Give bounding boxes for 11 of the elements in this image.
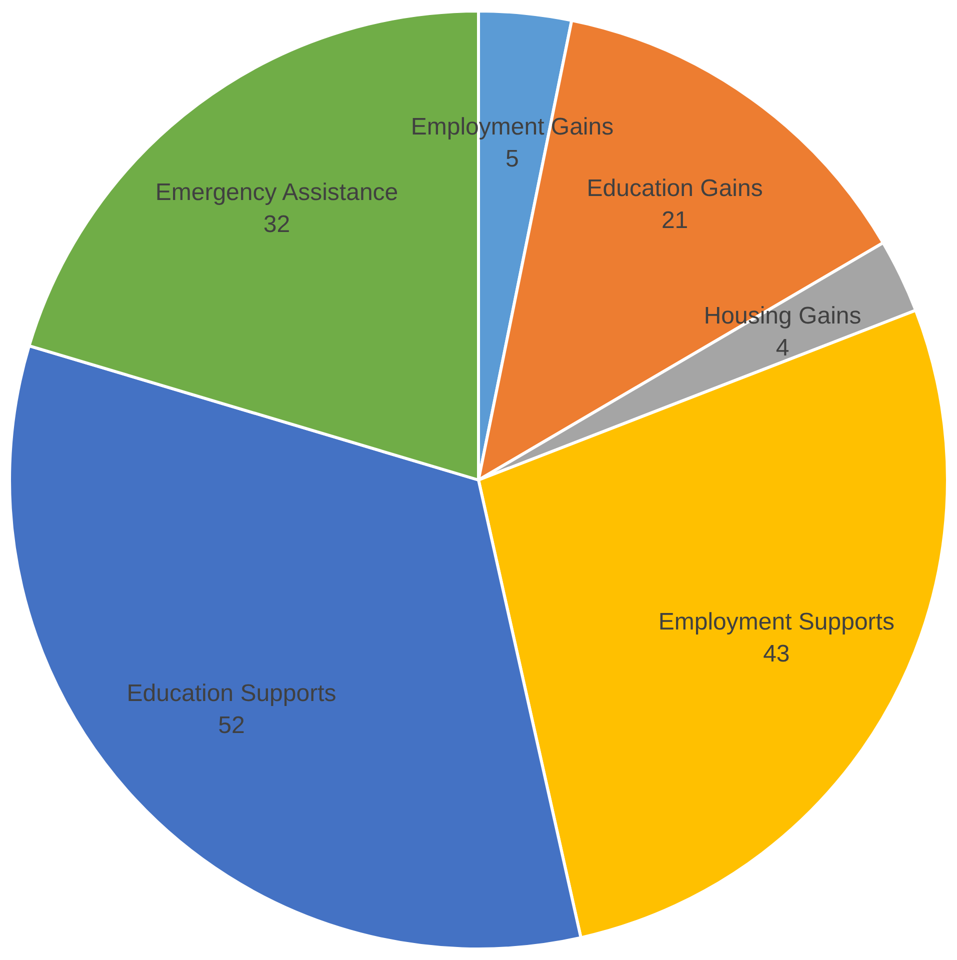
data-label: 5	[506, 146, 519, 173]
slice-label: Employment Gains	[410, 114, 614, 141]
slice-label: Education Supports	[126, 680, 336, 707]
data-label: 21	[661, 206, 688, 234]
data-label: 4	[776, 334, 790, 362]
data-label: 52	[218, 712, 245, 739]
slice-label: Emergency Assistance	[155, 178, 398, 206]
data-label: 32	[263, 210, 290, 238]
slice-label: Employment Supports	[658, 608, 894, 636]
slice-label: Education Gains	[586, 174, 763, 202]
data-label: 43	[763, 640, 790, 668]
